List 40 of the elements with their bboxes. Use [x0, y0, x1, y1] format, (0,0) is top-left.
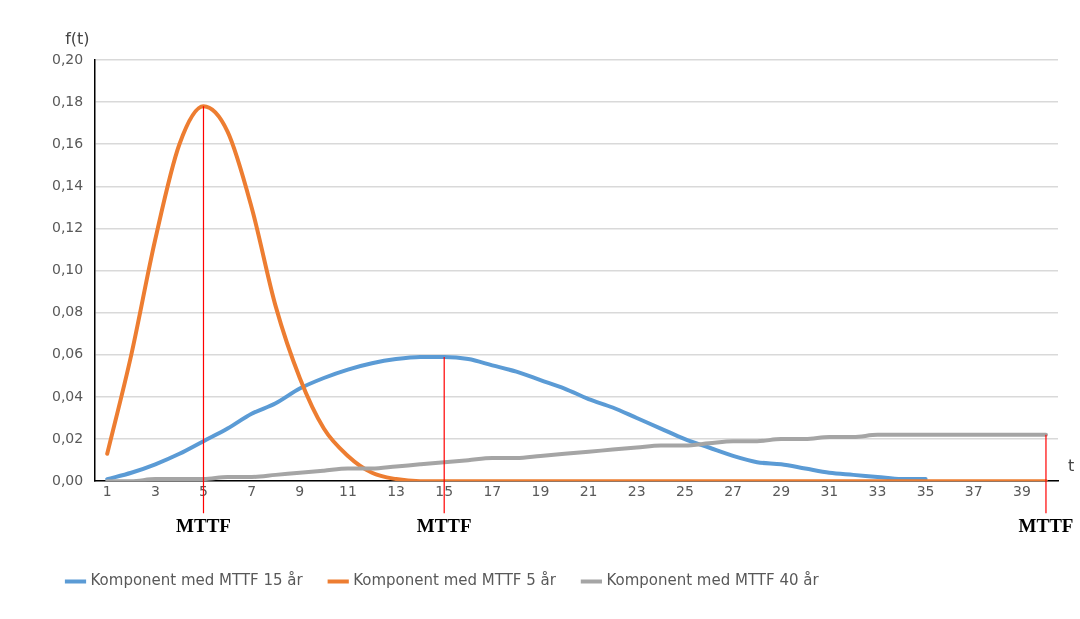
y-tick-label: 0,02: [52, 429, 84, 446]
y-tick-label: 0,04: [52, 387, 84, 404]
x-tick-label: 9: [295, 483, 305, 500]
y-axis-title: f(t): [65, 29, 90, 49]
x-axis-title: t: [1068, 456, 1075, 476]
x-tick-label: 37: [964, 483, 983, 500]
x-tick-label: 3: [150, 483, 160, 500]
x-tick-label: 17: [483, 483, 502, 500]
y-tick-label: 0,16: [52, 134, 84, 151]
ref-line-label: MTTF: [1018, 514, 1074, 536]
x-tick-label: 27: [724, 483, 742, 500]
x-tick-label: 13: [387, 483, 405, 500]
y-tick-label: 0,14: [52, 177, 84, 193]
y-tick-label: 0,08: [52, 303, 84, 320]
y-tick-label: 0,12: [52, 219, 84, 236]
line-series: [105, 354, 928, 482]
legend-label: Komponent med MTTF 40 år: [606, 571, 820, 590]
x-tick-label: 19: [531, 483, 550, 500]
y-tick-label: 0,06: [52, 345, 84, 362]
y-tick-label: 0,10: [52, 261, 84, 278]
ref-line-label: MTTF: [416, 514, 472, 536]
line-series: [105, 432, 1048, 482]
x-tick-label: 35: [916, 483, 935, 500]
x-tick-label: 21: [579, 483, 598, 500]
x-tick-label: 31: [820, 483, 839, 500]
x-tick-label: 33: [868, 483, 887, 500]
x-tick-label: 11: [339, 483, 357, 500]
line-series: [105, 104, 1048, 482]
x-tick-label: 1: [102, 483, 112, 500]
x-tick-label: 29: [772, 483, 791, 500]
x-tick-label: 23: [627, 483, 646, 500]
legend-label: Komponent med MTTF 15 år: [90, 571, 304, 590]
x-tick-label: 39: [1012, 483, 1031, 500]
y-tick-label: 0,18: [52, 92, 84, 109]
ref-line-label: MTTF: [176, 514, 231, 536]
legend-label: Komponent med MTTF 5 år: [353, 571, 557, 590]
y-tick-label: 0,20: [52, 50, 84, 67]
y-tick-label: 0,00: [52, 471, 84, 488]
x-tick-label: 7: [247, 483, 257, 500]
x-tick-label: 25: [675, 483, 694, 500]
